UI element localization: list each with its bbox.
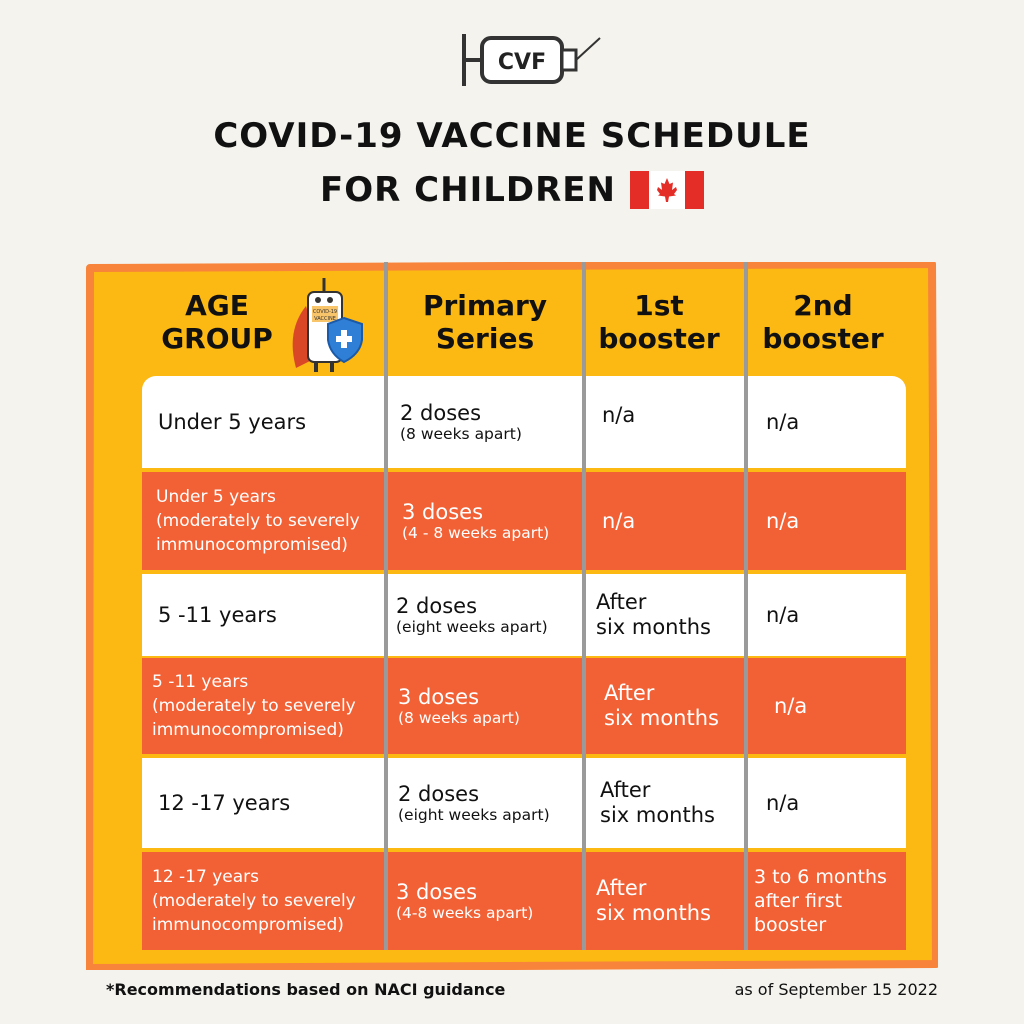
svg-text:COVID-19: COVID-19 bbox=[313, 309, 337, 315]
date-note: as of September 15 2022 bbox=[734, 980, 938, 999]
row1-booster1: n/a bbox=[586, 376, 744, 468]
row2-age: Under 5 years (moderately to severely immu… bbox=[142, 472, 384, 570]
row1-age: Under 5 years bbox=[142, 376, 384, 468]
header-first-booster: 1st booster bbox=[598, 289, 720, 355]
row5-booster1: After six months bbox=[586, 758, 744, 848]
row5-age: 12 -17 years bbox=[142, 758, 384, 848]
logo-text: CVF bbox=[498, 50, 546, 75]
row1-primary: 2 doses (8 weeks apart) bbox=[388, 376, 582, 468]
column-divider bbox=[384, 262, 388, 950]
page-subtitle: FOR CHILDREN bbox=[320, 170, 616, 210]
header-primary-series: Primary Series bbox=[422, 289, 548, 355]
vaccine-mascot-icon: COVID-19 VACCINE bbox=[292, 278, 363, 372]
row2-booster1: n/a bbox=[586, 472, 744, 570]
header-second-booster: 2nd booster bbox=[762, 289, 884, 355]
cvf-syringe-logo: CVF bbox=[462, 34, 601, 86]
row3-primary: 2 doses (eight weeks apart) bbox=[388, 574, 582, 656]
page-subtitle-row: FOR CHILDREN bbox=[0, 170, 1024, 210]
svg-text:VACCINE: VACCINE bbox=[314, 316, 336, 322]
row1-booster2: n/a bbox=[748, 376, 906, 468]
row6-booster1: After six months bbox=[586, 852, 744, 950]
row6-age: 12 -17 years (moderately to severely immun… bbox=[142, 852, 384, 950]
row2-booster2: n/a bbox=[748, 472, 906, 570]
canada-flag-icon bbox=[629, 171, 704, 209]
header-age-group: AGE GROUP bbox=[161, 289, 273, 355]
row4-booster1: After six months bbox=[586, 658, 744, 754]
column-divider bbox=[744, 262, 748, 950]
row5-booster2: n/a bbox=[748, 758, 906, 848]
row4-age: 5 -11 years (moderately to severely immuno… bbox=[142, 658, 384, 754]
row5-primary: 2 doses (eight weeks apart) bbox=[388, 758, 582, 848]
page-title: COVID-19 VACCINE SCHEDULE bbox=[213, 116, 811, 156]
footnote: *Recommendations based on NACI guidance bbox=[106, 980, 506, 999]
row6-primary: 3 doses (4-8 weeks apart) bbox=[388, 852, 582, 950]
row4-primary: 3 doses (8 weeks apart) bbox=[388, 658, 582, 754]
row3-age: 5 -11 years bbox=[142, 574, 384, 656]
row3-booster1: After six months bbox=[586, 574, 744, 656]
row4-booster2: n/a bbox=[748, 658, 906, 754]
row6-booster2: 3 to 6 months after first booster bbox=[748, 852, 906, 950]
row2-primary: 3 doses (4 - 8 weeks apart) bbox=[388, 472, 582, 570]
row3-booster2: n/a bbox=[748, 574, 906, 656]
column-divider bbox=[582, 262, 586, 950]
